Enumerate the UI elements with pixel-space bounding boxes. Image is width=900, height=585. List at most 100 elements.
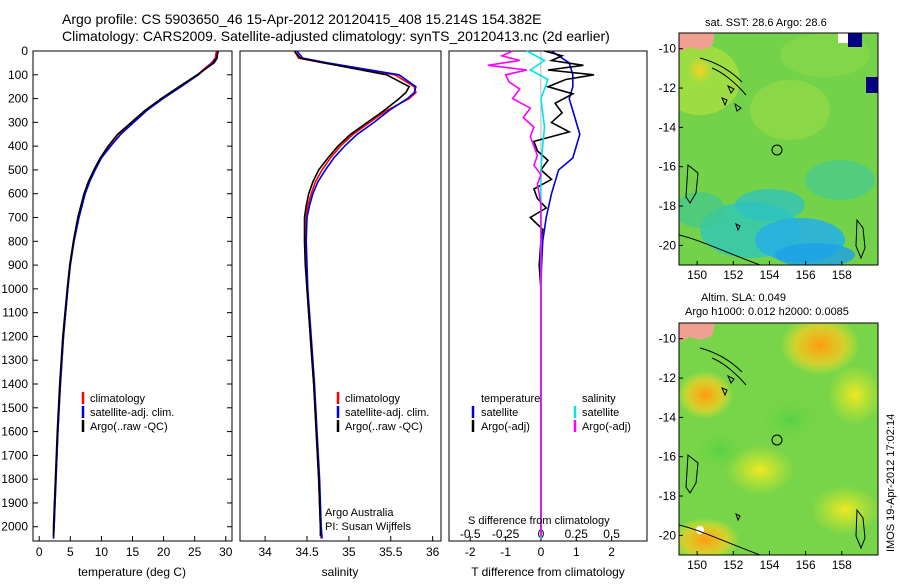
map-x-tick-label: 158 (832, 268, 852, 282)
y-tick-label: 700 (8, 211, 28, 225)
salinity-legend: climatology satellite-adj. clim. Argo(..… (325, 392, 429, 533)
x-tick-label: 20 (157, 545, 171, 559)
y-tick-label: 2000 (1, 520, 28, 534)
y-tick-label: 500 (8, 163, 28, 177)
map-y-tick-label: -18 (659, 489, 677, 503)
map-y-tick-label: -16 (659, 160, 677, 174)
y-tick-label: 1300 (1, 353, 28, 367)
y-tick-label: 600 (8, 187, 28, 201)
legend-t-argo: Argo(-adj) (481, 421, 530, 433)
top-tick-label: -0.5 (460, 527, 481, 541)
x-axis-label: temperature (deg C) (78, 565, 186, 579)
map-x-tick-label: 156 (796, 268, 816, 282)
sla-map (678, 322, 879, 556)
map-x-tick-label: 152 (723, 268, 743, 282)
x-tick-label: 30 (219, 545, 233, 559)
header-line1: Argo profile: CS 5903650_46 15-Apr-2012 … (62, 11, 542, 27)
map-y-tick-label: -14 (659, 410, 677, 424)
y-tick-label: 1500 (1, 401, 28, 415)
map-y-tick-label: -18 (659, 199, 677, 213)
map-y-tick-label: -12 (659, 81, 677, 95)
legend-satellite: satellite-adj. clim. (90, 407, 174, 419)
legend-s-satellite: satellite (582, 407, 619, 419)
legend-climatology: climatology (345, 393, 401, 405)
y-tick-label: 800 (8, 234, 28, 248)
map-x-tick-label: 150 (687, 268, 707, 282)
credit-line2: PI: Susan Wijffels (325, 521, 411, 533)
sst-map (678, 32, 879, 266)
map-y-tick-label: -14 (659, 120, 677, 134)
x-tick-label: -2 (465, 545, 476, 559)
credit-line1: Argo Australia (325, 507, 394, 519)
temperature-legend: climatology satellite-adj. clim. Argo(..… (81, 392, 174, 433)
series-line-argo-raw-qc- (52, 50, 219, 537)
x-tick-label: 34.5 (295, 545, 319, 559)
x-tick-label: 15 (126, 545, 140, 559)
x-axis-label: T difference from climatology (471, 565, 625, 579)
legend-s-argo: Argo(-adj) (582, 421, 631, 433)
map-y-tick-label: -16 (659, 450, 677, 464)
x-tick-label: 25 (188, 545, 202, 559)
legend-title-salinity: salinity (582, 393, 616, 405)
difference-legend: temperature salinity satellite Argo(-adj… (468, 393, 631, 527)
legend-climatology: climatology (90, 393, 146, 405)
top-tick-label: 0.25 (565, 527, 589, 541)
x-axis-label: salinity (322, 565, 359, 579)
map-x-tick-label: 158 (832, 558, 852, 572)
y-tick-label: 900 (8, 258, 28, 272)
x-tick-label: 5 (67, 545, 74, 559)
plot-frame (448, 50, 648, 542)
y-tick-label: 1900 (1, 496, 28, 510)
sla-map-subtitle: Argo h1000: 0.012 h2000: 0.0085 (685, 306, 849, 318)
x-tick-label: 10 (95, 545, 109, 559)
top-tick-label: 0.5 (603, 527, 620, 541)
map-y-tick-label: -10 (659, 332, 677, 346)
map-x-tick-label: 152 (723, 558, 743, 572)
y-tick-label: 0 (21, 44, 28, 58)
x-tick-label: 35 (342, 545, 356, 559)
y-tick-label: 100 (8, 68, 28, 82)
x-tick-label: 0 (538, 545, 545, 559)
header-line2: Climatology: CARS2009. Satellite-adjuste… (62, 28, 610, 44)
sla-map-title: Altim. SLA: 0.049 (701, 292, 786, 304)
map-y-tick-label: -20 (659, 238, 677, 252)
series-line-satellite-adj-clim- (296, 50, 417, 539)
y-tick-label: 1000 (1, 282, 28, 296)
map-y-tick-label: -20 (659, 528, 677, 542)
y-tick-label: 300 (8, 115, 28, 129)
legend-argo: Argo(..raw -QC) (345, 421, 423, 433)
side-stamp: IMOS 19-Apr-2012 17:02:14 (885, 414, 897, 552)
y-tick-label: 1600 (1, 425, 28, 439)
top-tick-label: -0.25 (492, 527, 520, 541)
legend-title-temperature: temperature (481, 393, 540, 405)
y-tick-label: 1700 (1, 448, 28, 462)
x-tick-label: 35.5 (379, 545, 403, 559)
map-x-tick-label: 154 (759, 268, 779, 282)
plot-frame (239, 50, 442, 542)
x-tick-label: 2 (608, 545, 615, 559)
map-y-tick-label: -10 (659, 42, 677, 56)
x-tick-label: 1 (573, 545, 580, 559)
y-tick-label: 1800 (1, 472, 28, 486)
top-axis-label: S difference from climatology (468, 515, 610, 527)
x-tick-label: 36 (426, 545, 440, 559)
x-tick-label: 0 (36, 545, 43, 559)
y-tick-label: 1100 (2, 306, 28, 320)
map-x-tick-label: 156 (796, 558, 816, 572)
series-line-argo-raw-qc- (293, 50, 411, 537)
legend-t-satellite: satellite (481, 407, 518, 419)
sst-map-axes: 150 152 154 156 158 -10 -12 -14 -16 -18 -20 (659, 42, 852, 282)
salinity-panel: 34 34.5 35 35.5 36 salinity (239, 50, 442, 579)
y-tick-label: 200 (8, 92, 28, 106)
temperature-panel: 0 5 10 15 20 25 300100200300400500600700800900… (1, 44, 232, 579)
y-tick-label: 1400 (1, 377, 28, 391)
x-tick-label: -1 (500, 545, 511, 559)
map-y-tick-label: -12 (659, 371, 677, 385)
map-x-tick-label: 150 (687, 558, 707, 572)
sst-map-title: sat. SST: 28.6 Argo: 28.6 (705, 17, 827, 29)
map-x-tick-label: 154 (759, 558, 779, 572)
legend-satellite: satellite-adj. clim. (345, 407, 429, 419)
difference-panel: -2 -1 0 1 2-0.5 -0.25 0 0.25 0.5T difference fro… (448, 50, 648, 579)
x-tick-label: 34 (258, 545, 272, 559)
